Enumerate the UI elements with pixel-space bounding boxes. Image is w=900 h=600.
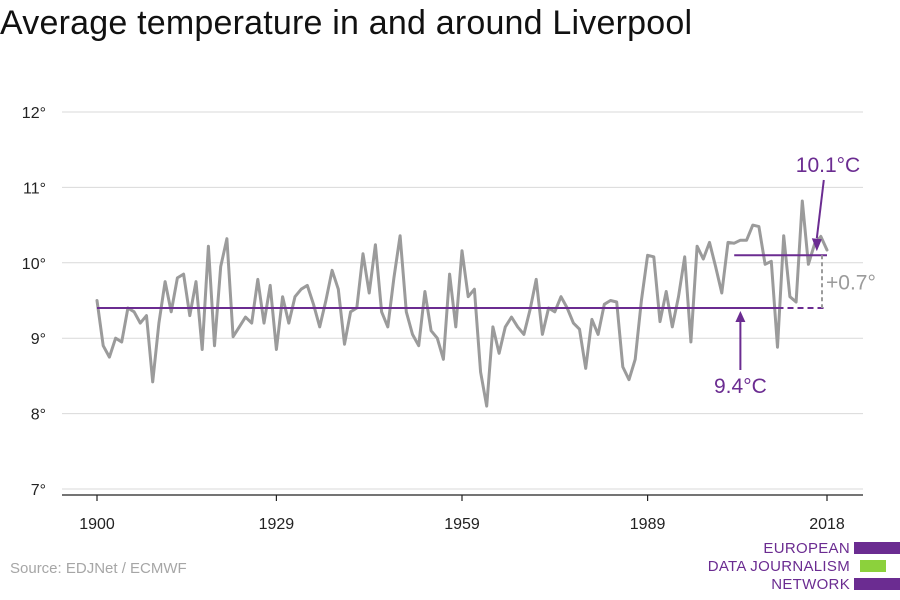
y-tick-label: 7° <box>31 482 46 499</box>
annotations: +0.7° 9.4°C 10.1°C <box>97 154 876 398</box>
source-note: Source: EDJNet / ECMWF <box>10 560 187 577</box>
baseline-arrow-head <box>735 311 746 323</box>
x-tick-label: 1900 <box>79 516 115 533</box>
recent-arrow-shaft <box>815 179 825 239</box>
grid-lines <box>62 111 863 490</box>
recent-arrow-head <box>811 238 822 252</box>
recent-average-label: 10.1°C <box>796 154 860 177</box>
x-tick-label: 1989 <box>630 516 666 533</box>
difference-label: +0.7° <box>826 272 876 295</box>
y-tick-label: 12° <box>22 105 46 122</box>
logo-line-3: NETWORK <box>771 576 850 593</box>
logo-bar-1 <box>854 542 900 554</box>
chart-title: Average temperature in and around Liverp… <box>0 4 693 42</box>
baseline-average-label: 9.4°C <box>714 375 767 398</box>
axes: 7° 8° 9° 10° 11° 12° 1900 1929 1959 1989 2018 <box>22 105 863 533</box>
y-tick-label: 8° <box>31 407 46 424</box>
edjnet-logo: EUROPEAN DATA JOURNALISM NETWORK <box>700 538 900 596</box>
logo-bar-3 <box>854 578 900 590</box>
y-tick-label: 9° <box>31 331 46 348</box>
x-tick-label: 1929 <box>259 516 295 533</box>
series-layer <box>95 199 829 408</box>
logo-line-1: EUROPEAN <box>763 540 850 557</box>
temperature-series-line <box>95 199 829 408</box>
x-tick-label: 1959 <box>444 516 480 533</box>
y-tick-label: 10° <box>22 256 46 273</box>
y-tick-label: 11° <box>23 180 46 197</box>
logo-line-2: DATA JOURNALISM <box>707 558 850 575</box>
logo-bar-2 <box>860 560 886 572</box>
x-tick-label: 2018 <box>809 516 845 533</box>
